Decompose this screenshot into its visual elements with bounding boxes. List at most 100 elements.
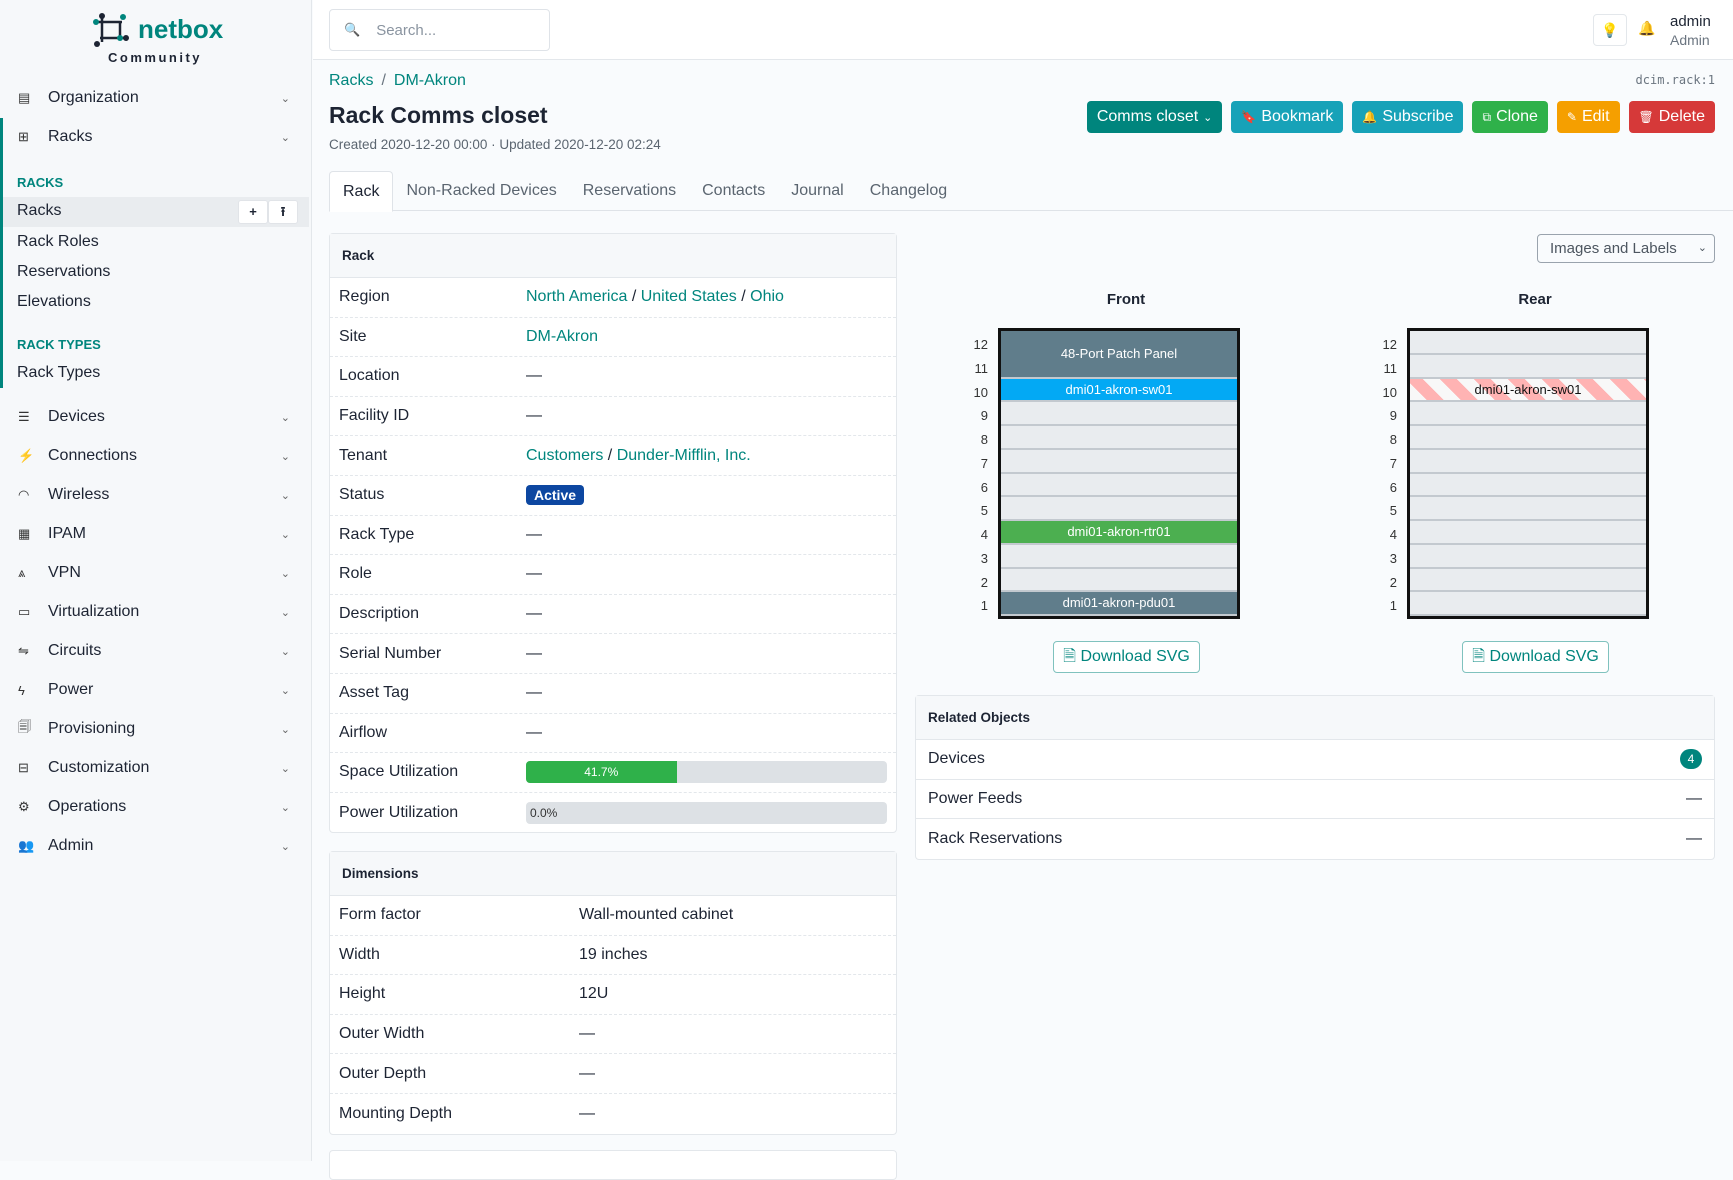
empty-rack-unit[interactable] <box>1001 545 1237 569</box>
theme-toggle-button[interactable]: 💡 <box>1593 14 1627 46</box>
related-label[interactable]: Devices <box>928 750 985 768</box>
empty-rack-unit[interactable] <box>1410 521 1646 545</box>
menu-organization[interactable]: ▤ Organization ⌄ <box>18 83 298 113</box>
search-input[interactable]: 🔍 Search... <box>329 9 550 51</box>
rack-device[interactable]: dmi01-akron-pdu01 <box>1001 592 1237 616</box>
unit-number: 4 <box>1389 527 1397 542</box>
bell-icon[interactable]: 🔔 <box>1638 20 1656 36</box>
clone-button[interactable]: ⧉ Clone <box>1472 101 1548 133</box>
download-rear-svg-button[interactable]: 🗎 Download SVG <box>1462 641 1609 673</box>
sidebar-item-rack-types[interactable]: Rack Types <box>17 364 101 381</box>
button-label: Subscribe <box>1382 108 1454 125</box>
import-racks-button[interactable]: ⭱ <box>268 200 298 224</box>
device-name: dmi01-akron-pdu01 <box>1062 595 1176 611</box>
download-front-svg-button[interactable]: 🗎 Download SVG <box>1053 641 1200 673</box>
comms-closet-button[interactable]: Comms closet ⌄ <box>1086 101 1223 133</box>
tab-contacts[interactable]: Contacts <box>702 182 766 199</box>
empty-rack-unit[interactable] <box>1001 474 1237 498</box>
related-devices[interactable]: Devices 4 <box>916 740 1714 780</box>
label: Description <box>339 605 420 623</box>
empty-rack-unit[interactable] <box>1001 426 1237 450</box>
related-label[interactable]: Power Feeds <box>928 789 1023 807</box>
breadcrumb-racks[interactable]: Racks <box>329 72 374 89</box>
menu-devices[interactable]: ☰ Devices ⌄ <box>18 402 298 432</box>
rack-device[interactable]: dmi01-akron-rtr01 <box>1001 521 1237 545</box>
related-rack-reservations[interactable]: Rack Reservations — <box>916 819 1714 859</box>
tab-non-racked-devices[interactable]: Non-Racked Devices <box>406 182 557 199</box>
netbox-logo[interactable]: netbox Community <box>92 12 232 68</box>
empty-rack-unit[interactable] <box>1410 474 1646 498</box>
unit-number: 6 <box>980 479 988 495</box>
region-link[interactable]: Ohio <box>750 288 784 306</box>
empty-rack-unit[interactable] <box>1410 331 1646 355</box>
chevron-down-icon: ⌄ <box>280 567 290 580</box>
dimension-row: Form factor Wall-mounted cabinet <box>330 896 896 936</box>
front-rack-elevation: 48-Port Patch Panel dmi01-akron-sw01 dmi01… <box>998 328 1240 619</box>
chevron-down-icon: ⌄ <box>1697 242 1707 254</box>
chevron-down-icon: ⌄ <box>280 528 290 541</box>
menu-admin[interactable]: 👥 Admin ⌄ <box>18 831 298 861</box>
breadcrumb-site[interactable]: DM-Akron <box>393 72 466 89</box>
menu-power[interactable]: ϟ Power ⌄ <box>18 675 298 705</box>
rack-device[interactable]: 48-Port Patch Panel <box>1001 331 1237 379</box>
region-link[interactable]: North America <box>526 288 628 306</box>
empty-rack-unit[interactable] <box>1410 450 1646 474</box>
empty-rack-unit[interactable] <box>1410 545 1646 569</box>
empty-rack-unit[interactable] <box>1410 402 1646 426</box>
delete-button[interactable]: 🗑 Delete <box>1628 101 1715 133</box>
empty-rack-unit[interactable] <box>1001 402 1237 426</box>
menu-customization[interactable]: ⊟ Customization ⌄ <box>18 753 298 783</box>
edit-button[interactable]: ✎ Edit <box>1556 101 1620 133</box>
label: Region <box>339 288 390 306</box>
menu-wireless[interactable]: ◠ Wireless ⌄ <box>18 480 298 510</box>
related-label[interactable]: Rack Reservations <box>928 829 1063 847</box>
user-menu[interactable]: admin Admin <box>1670 13 1711 49</box>
menu-ipam[interactable]: ▦ IPAM ⌄ <box>18 519 298 549</box>
bookmark-button[interactable]: 🔖 Bookmark <box>1231 101 1344 133</box>
tab-rack[interactable]: Rack <box>329 171 394 212</box>
next-card <box>329 1150 897 1180</box>
rack-device[interactable]: dmi01-akron-sw01 <box>1001 378 1237 403</box>
menu-provisioning[interactable]: 🗐 Provisioning ⌄ <box>18 714 298 744</box>
edit-icon: ✎ <box>1566 110 1577 124</box>
rack-device[interactable]: dmi01-akron-sw01 <box>1410 378 1646 403</box>
empty-rack-unit[interactable] <box>1001 450 1237 474</box>
sidebar-item-racks[interactable]: Racks <box>17 202 62 219</box>
add-rack-button[interactable]: + <box>238 200 268 224</box>
users-icon: 👥 <box>18 838 35 853</box>
chevron-down-icon: ⌄ <box>280 489 290 502</box>
page-title: Rack Comms closet <box>329 102 548 128</box>
empty-rack-unit[interactable] <box>1410 355 1646 379</box>
unit-number: 5 <box>1389 503 1397 519</box>
chevron-down-icon: ⌄ <box>280 645 290 658</box>
empty-rack-unit[interactable] <box>1410 426 1646 450</box>
empty-rack-unit[interactable] <box>1410 497 1646 521</box>
region-link[interactable]: United States <box>640 288 737 306</box>
empty-rack-unit[interactable] <box>1410 569 1646 593</box>
menu-operations[interactable]: ⚙ Operations ⌄ <box>18 792 298 822</box>
sidebar-item-elevations[interactable]: Elevations <box>17 293 91 310</box>
tab-reservations[interactable]: Reservations <box>582 182 677 199</box>
empty-rack-unit[interactable] <box>1410 592 1646 616</box>
menu-racks[interactable]: ⊞ Racks ⌄ <box>18 122 298 152</box>
subscribe-button[interactable]: 🔔 Subscribe <box>1352 101 1464 133</box>
action-buttons: Comms closet ⌄ 🔖 Bookmark 🔔 Subscribe ⧉ Clone ✎ E… <box>1086 101 1715 133</box>
tenant-group-link[interactable]: Customers <box>526 446 604 464</box>
empty-rack-unit[interactable] <box>1001 569 1237 593</box>
count-badge: — <box>1686 829 1702 847</box>
menu-connections[interactable]: ⚡ Connections ⌄ <box>18 441 298 471</box>
empty-rack-unit[interactable] <box>1001 497 1237 521</box>
menu-circuits[interactable]: ⇋ Circuits ⌄ <box>18 636 298 666</box>
menu-virtualization[interactable]: ▭ Virtualization ⌄ <box>18 597 298 627</box>
tab-journal[interactable]: Journal <box>791 182 844 199</box>
related-power-feeds[interactable]: Power Feeds — <box>916 780 1714 820</box>
tenant-link[interactable]: Dunder-Mifflin, Inc. <box>616 446 751 464</box>
menu-vpn[interactable]: ⩓ VPN ⌄ <box>18 558 298 588</box>
tab-changelog[interactable]: Changelog <box>869 182 948 199</box>
sidebar-item-rack-roles[interactable]: Rack Roles <box>17 233 99 250</box>
sidebar-item-reservations[interactable]: Reservations <box>17 263 111 280</box>
row-airflow: Airflow — <box>330 714 896 754</box>
elevation-view-select[interactable]: Images and Labels ⌄ <box>1537 234 1715 263</box>
site-link[interactable]: DM-Akron <box>526 327 599 345</box>
chevron-down-icon: ⌄ <box>280 450 290 463</box>
